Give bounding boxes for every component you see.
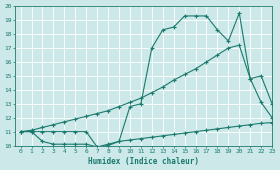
X-axis label: Humidex (Indice chaleur): Humidex (Indice chaleur) bbox=[88, 157, 199, 166]
